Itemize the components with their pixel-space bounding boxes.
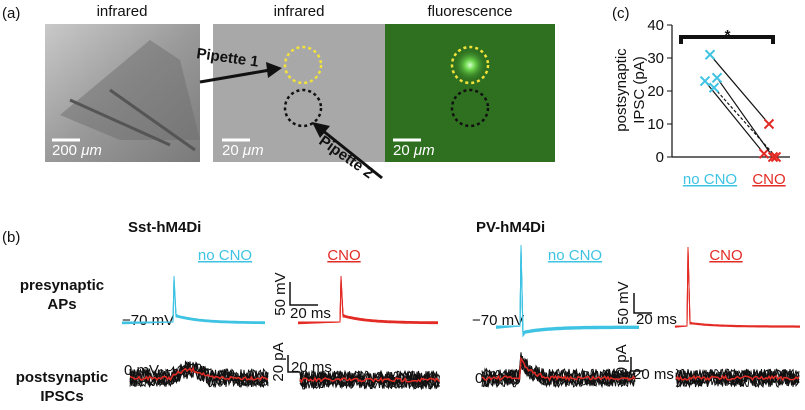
scale-bar [289, 282, 318, 306]
ap-trace [495, 252, 639, 338]
ap-trace [121, 281, 265, 325]
marker [704, 49, 716, 60]
ap-trace [121, 277, 265, 324]
marker [758, 148, 770, 159]
roi-circle [450, 88, 490, 128]
scale-value: 20 [222, 142, 239, 159]
image-title: fluorescence [427, 3, 512, 20]
arrow [199, 68, 271, 84]
scale-label: 50 mV [272, 272, 289, 315]
scale-bar [287, 355, 300, 373]
ap-trace [675, 246, 800, 327]
condition-label: no CNO [548, 247, 602, 264]
ipsc-trace [675, 368, 800, 387]
row-label: presynaptic [20, 277, 104, 294]
y-axis-title: postsynaptic [613, 48, 630, 132]
scale-value: 200 [52, 142, 77, 159]
ipsc-trace [129, 361, 269, 389]
ipsc-trace [481, 352, 636, 388]
y-tick-label: 10 [647, 116, 664, 133]
significance-label: * [725, 27, 731, 44]
ipsc-mean [675, 374, 800, 382]
scale-label: 20 μm [393, 142, 435, 159]
scale-label: 20 ms [290, 305, 331, 322]
ipsc-trace [299, 369, 440, 391]
marker [699, 75, 711, 87]
ap-trace [495, 246, 639, 334]
panel-label: (a) [2, 5, 20, 22]
arrow-head [266, 62, 282, 78]
scale-label: 200 μm [52, 142, 102, 159]
ap-trace [674, 250, 800, 328]
ipsc-trace [129, 361, 269, 389]
roi-circle [283, 88, 323, 128]
cell-glow [454, 49, 486, 81]
condition-label: CNO [709, 247, 742, 264]
row-label: IPSCs [40, 388, 83, 405]
x-tick-label: no CNO [683, 171, 737, 188]
ap-trace [297, 279, 438, 324]
ap-trace [122, 275, 265, 323]
ap-trace [495, 248, 639, 336]
marker [711, 72, 723, 84]
ap-trace [298, 275, 438, 323]
y-tick-label: 30 [647, 50, 664, 67]
image-title: infrared [274, 3, 325, 20]
image-detail [60, 40, 200, 140]
traces [121, 244, 800, 391]
pair-line [716, 77, 774, 158]
y-tick-label: 0 [656, 149, 664, 166]
marker [770, 151, 782, 163]
scale-label: 20 ms [633, 366, 674, 383]
ap-trace [297, 277, 438, 324]
ipsc-mean [129, 366, 269, 382]
panel-label: (c) [612, 5, 630, 22]
roi-circle [450, 45, 490, 85]
ap-trace [297, 281, 438, 325]
scale-unit: μm [413, 142, 435, 159]
roi-circle [283, 45, 323, 85]
scale-label: 20 ms [636, 311, 677, 328]
scale-label: 50 mV [615, 281, 632, 324]
condition-label: CNO [327, 247, 360, 264]
voltage-label: −70 mV [122, 312, 174, 329]
pair-line [709, 54, 770, 125]
scale-unit: μm [242, 142, 264, 159]
arrow [321, 128, 383, 180]
y-tick-label: 20 [647, 83, 664, 100]
ap-trace [674, 248, 800, 328]
scale-label: 20 pA [270, 342, 287, 381]
arrow-head [312, 122, 330, 138]
ap-trace [496, 244, 639, 333]
ipsc-mean [299, 376, 441, 384]
chart: 0 10 20 30 40 no CNO CNO * [647, 17, 790, 188]
ap-trace [121, 279, 265, 324]
pair-line [704, 80, 765, 155]
row-label: APs [47, 296, 76, 313]
row-label: postsynaptic [16, 369, 109, 386]
ipsc-mean [481, 356, 636, 382]
ipsc-trace [481, 358, 636, 388]
group-title: Sst-hM4Di [128, 219, 201, 236]
x-tick-label: CNO [752, 171, 785, 188]
y-tick-label: 40 [647, 17, 664, 34]
voltage-label: −70 mV [472, 312, 524, 329]
panel-label: (b) [2, 229, 20, 246]
image-detail [69, 88, 196, 152]
pair-line [713, 87, 777, 158]
image-title: infrared [97, 3, 148, 20]
marker [763, 118, 775, 130]
group-title: PV-hM4Di [476, 219, 545, 236]
marker [708, 82, 720, 93]
y-axis-title: IPSC (pA) [631, 56, 648, 124]
ap-trace [495, 250, 639, 337]
scale-value: 20 [393, 142, 410, 159]
marker [767, 151, 779, 163]
scale-bar [633, 293, 652, 314]
scale-unit: μm [80, 142, 102, 159]
scale-label: 20 μm [222, 142, 264, 159]
condition-label: no CNO [198, 247, 252, 264]
significance-bracket [679, 35, 775, 44]
